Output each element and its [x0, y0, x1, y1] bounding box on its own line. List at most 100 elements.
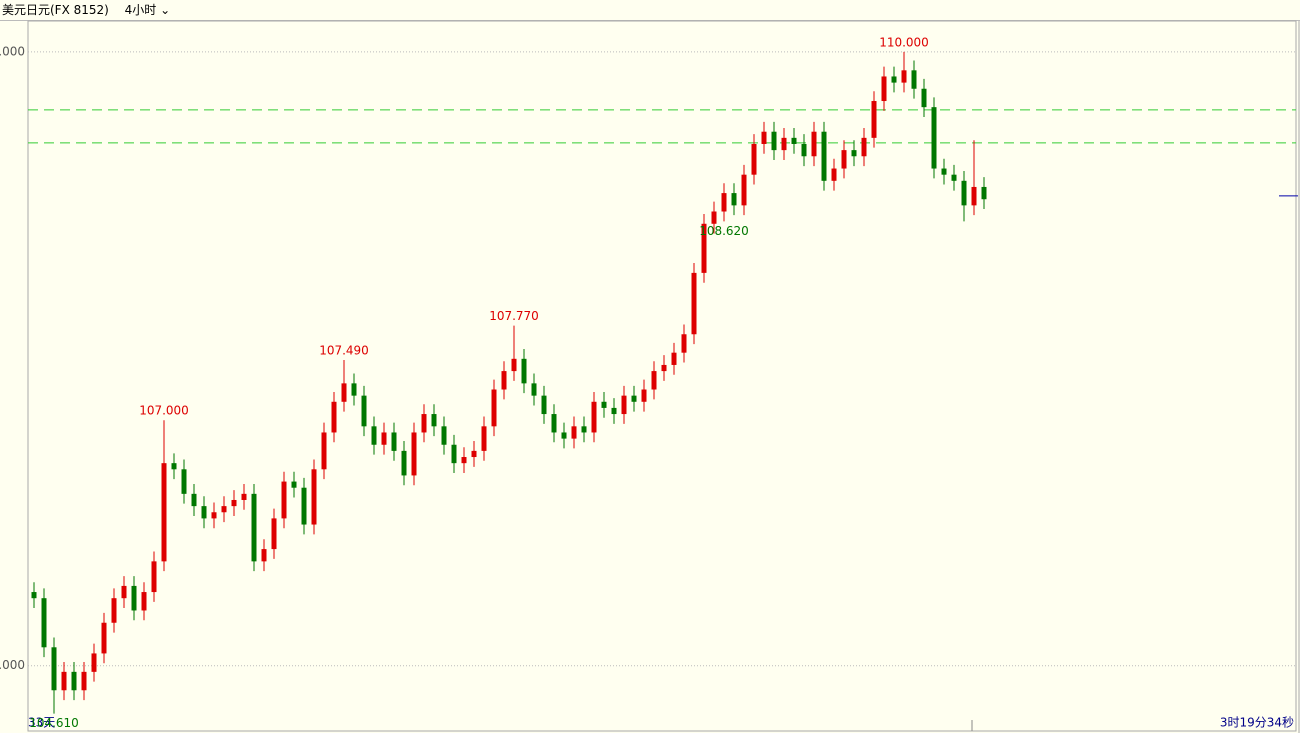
candle-body	[681, 334, 687, 353]
candle-body	[51, 647, 57, 691]
candle-body	[951, 174, 957, 181]
period: 4小时	[124, 3, 157, 17]
candle-body	[601, 401, 607, 408]
candle-body	[381, 432, 387, 445]
candle-body	[851, 150, 857, 157]
candle-body	[391, 432, 397, 451]
candle-body	[971, 186, 977, 206]
candle-body	[841, 150, 847, 169]
candle-body	[161, 463, 167, 562]
candle-body	[271, 518, 277, 550]
candle-body	[581, 426, 587, 433]
extreme-label: 107.000	[139, 404, 189, 418]
candle-body	[671, 352, 677, 365]
candle-body	[321, 432, 327, 470]
candle-body	[721, 193, 727, 212]
candle-body	[931, 107, 937, 169]
candle-body	[491, 389, 497, 427]
candle-body	[331, 401, 337, 433]
candle-body	[761, 131, 767, 144]
candle-body	[191, 493, 197, 507]
candle-body	[631, 395, 637, 402]
candle-body	[751, 143, 757, 175]
candle-body	[891, 76, 897, 83]
candle-body	[101, 622, 107, 654]
candle-body	[791, 137, 797, 144]
candle-body	[251, 493, 257, 562]
candle-body	[111, 598, 117, 623]
y-tick-label: 110.000	[0, 44, 25, 58]
candle-body	[541, 395, 547, 415]
candle-body	[961, 180, 967, 206]
candle-body	[181, 469, 187, 494]
candle-body	[351, 383, 357, 396]
candle-body	[911, 70, 917, 89]
candle-body	[801, 143, 807, 157]
candle-body	[441, 426, 447, 445]
candle-body	[61, 671, 67, 691]
candle-body	[661, 364, 667, 372]
candle-body	[811, 131, 817, 157]
period-select[interactable]: 4小时 ⌄	[124, 3, 171, 17]
candle-body	[621, 395, 627, 415]
candle-body	[411, 432, 417, 476]
candle-body	[481, 426, 487, 451]
y-tick-label: 105.000	[0, 658, 25, 672]
candle-body	[431, 414, 437, 427]
candle-body	[641, 389, 647, 402]
candle-body	[521, 358, 527, 384]
candle-body	[881, 76, 887, 102]
candle-body	[471, 450, 477, 458]
candle-body	[511, 358, 517, 372]
footer-right: 3时19分34秒	[1220, 716, 1294, 730]
candle-body	[921, 88, 927, 108]
candle-body	[171, 463, 177, 470]
candle-body	[901, 70, 907, 83]
candle-body	[501, 371, 507, 390]
candle-body	[611, 407, 617, 415]
candle-body	[311, 469, 317, 525]
candle-body	[151, 561, 157, 593]
extreme-label: 107.770	[489, 309, 539, 323]
candle-body	[91, 653, 97, 672]
candle-body	[461, 457, 467, 464]
candle-body	[121, 585, 127, 599]
extreme-label: 110.000	[879, 35, 929, 49]
candle-body	[341, 383, 347, 402]
candle-body	[361, 395, 367, 427]
candle-body	[451, 444, 457, 464]
candle-body	[281, 481, 287, 519]
candle-body	[201, 506, 207, 519]
candle-body	[871, 101, 877, 138]
candle-body	[71, 671, 77, 691]
candle-body	[701, 223, 707, 273]
candle-body	[31, 592, 37, 599]
candle-body	[781, 137, 787, 151]
candle-body	[301, 487, 307, 525]
candle-body	[371, 426, 377, 445]
footer-left: 33天	[28, 716, 55, 730]
candle-body	[221, 506, 227, 513]
candle-body	[941, 168, 947, 175]
candle-body	[131, 585, 137, 611]
extreme-label: 107.490	[319, 344, 369, 358]
candle-body	[261, 549, 267, 562]
candle-body	[531, 383, 537, 396]
candle-body	[241, 493, 247, 500]
candle-body	[141, 592, 147, 611]
candle-body	[401, 450, 407, 476]
candle-body	[421, 414, 427, 433]
candle-body	[711, 211, 717, 224]
candle-body	[831, 168, 837, 181]
plot-frame	[27, 20, 1297, 732]
candle-body	[981, 186, 987, 200]
extreme-label: 104.610	[29, 716, 79, 730]
candle-body	[731, 193, 737, 206]
candle-body	[291, 481, 297, 488]
candle-body	[571, 426, 577, 439]
candle-body	[81, 671, 87, 691]
candle-body	[211, 512, 217, 519]
candle-body	[741, 174, 747, 206]
